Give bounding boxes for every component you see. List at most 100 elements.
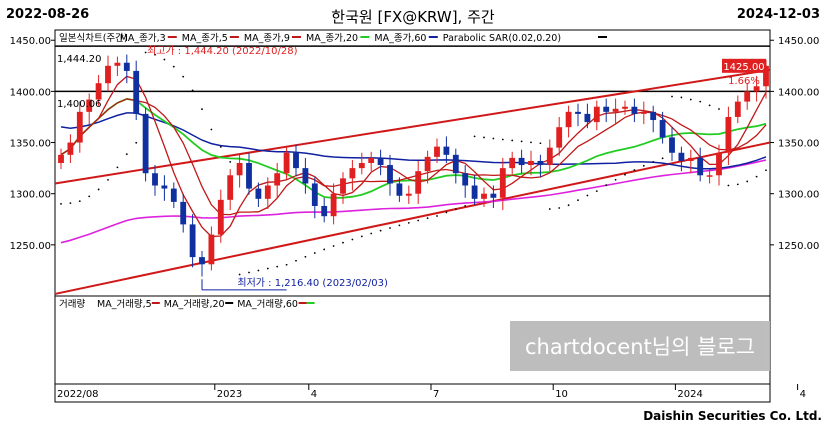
candle-body (199, 257, 205, 265)
sar-dot (285, 263, 288, 266)
candle-body (161, 185, 168, 189)
legend-ma20: MA_종가,20 (306, 33, 358, 44)
candle-body (349, 168, 356, 179)
candle-body (415, 171, 422, 194)
sar-dot (661, 157, 664, 160)
sar-dot (567, 204, 570, 207)
candle-body (509, 157, 516, 169)
candle-body (358, 163, 365, 169)
sar-dot (276, 265, 279, 268)
sar-dot (417, 219, 420, 222)
sar-dot (473, 135, 476, 138)
chart-header: 2022-08-26 한국원 [FX@KRW], 주간 2024-12-03 (0, 0, 826, 30)
candle-body (546, 147, 553, 166)
y-tick-label-left: 1300.00 (10, 190, 51, 201)
candle-body (133, 70, 140, 114)
channel-lower-line (54, 141, 771, 295)
sar-dot (78, 200, 81, 203)
volume-legend-0: MA_거래량,5 (97, 298, 152, 310)
sar-dot (182, 75, 185, 78)
candle-body (274, 173, 281, 186)
x-tick-label: 10 (555, 389, 568, 400)
candle-body (302, 168, 309, 184)
candle-body (405, 193, 412, 196)
candle-body (95, 83, 102, 100)
ma20-line (60, 97, 767, 199)
candle-body (283, 152, 290, 174)
high-annotation: 최고가 : 1,444.20 (2022/10/28) (147, 45, 298, 57)
candle-body (716, 152, 722, 176)
candle-body (264, 185, 271, 199)
sar-dot (266, 267, 269, 270)
candle-body (650, 111, 657, 121)
candle-body (462, 173, 469, 186)
ma60-line (60, 112, 767, 170)
sar-dot (88, 195, 91, 198)
candle-body (255, 188, 262, 199)
candle-body (387, 165, 393, 184)
sar-dot (614, 178, 617, 181)
candle-body (180, 201, 187, 225)
sar-dot (191, 89, 194, 92)
sar-dot (680, 96, 683, 99)
sar-dot (360, 235, 363, 238)
candle-body (697, 157, 704, 176)
sar-dot (107, 178, 109, 181)
y-tick-label-left: 1400.00 (10, 87, 51, 98)
sar-dot (370, 232, 373, 235)
sar-dot (144, 51, 147, 54)
legend-ma5: MA_종가,5 (182, 33, 228, 44)
sar-dot (727, 184, 730, 187)
candle-body (499, 168, 506, 198)
chart-title: 한국원 [FX@KRW], 주간 (331, 8, 495, 26)
volume-legend-1: MA_거래량,20 (164, 298, 225, 310)
sar-dot (210, 128, 213, 131)
candle-body (396, 183, 403, 196)
candle-body (368, 157, 375, 163)
candle-body (622, 106, 628, 109)
sar-dot (116, 166, 119, 169)
candle-body (246, 163, 252, 189)
candle-body (659, 120, 666, 138)
sar-dot (577, 199, 579, 202)
candle-body (452, 154, 459, 174)
start-date: 2022-08-26 (6, 7, 90, 22)
sar-dot (746, 180, 749, 183)
x-axis-frame (54, 383, 771, 403)
x-tick-label: 4 (311, 389, 317, 400)
candle-body (189, 224, 196, 258)
candle-body (217, 199, 224, 235)
sar-dot (313, 252, 316, 254)
candle-body (170, 188, 177, 202)
candle-body (490, 193, 497, 198)
sar-dot (295, 259, 297, 262)
ma5-line (60, 75, 767, 238)
y-tick-label-left: 1450.00 (10, 36, 51, 47)
sar-dot (342, 241, 344, 244)
sar-dot (248, 271, 250, 274)
sar-dot (492, 137, 495, 140)
candle-body (640, 111, 647, 114)
candle-body (76, 111, 83, 143)
legend-ma3: MA_종가,3 (120, 33, 166, 44)
sar-dot (257, 269, 260, 272)
sar-dot (689, 98, 692, 101)
candle-body (537, 160, 544, 166)
watermark: chartdocent님의 블로그 (510, 321, 770, 371)
sar-dot (595, 190, 598, 193)
candle-body (236, 163, 243, 176)
sar-dot (201, 108, 203, 111)
sar-dot (304, 255, 307, 258)
sar-dot (163, 58, 166, 61)
candle-body (227, 175, 234, 200)
candle-body (678, 152, 685, 161)
sar-dot (407, 221, 410, 224)
candle-body (706, 175, 713, 177)
sar-dot (736, 183, 739, 186)
candle-body (58, 154, 64, 163)
sar-dot (652, 161, 655, 163)
candle-body (311, 183, 318, 206)
sar-dot (351, 238, 354, 241)
candle-body (518, 157, 525, 166)
